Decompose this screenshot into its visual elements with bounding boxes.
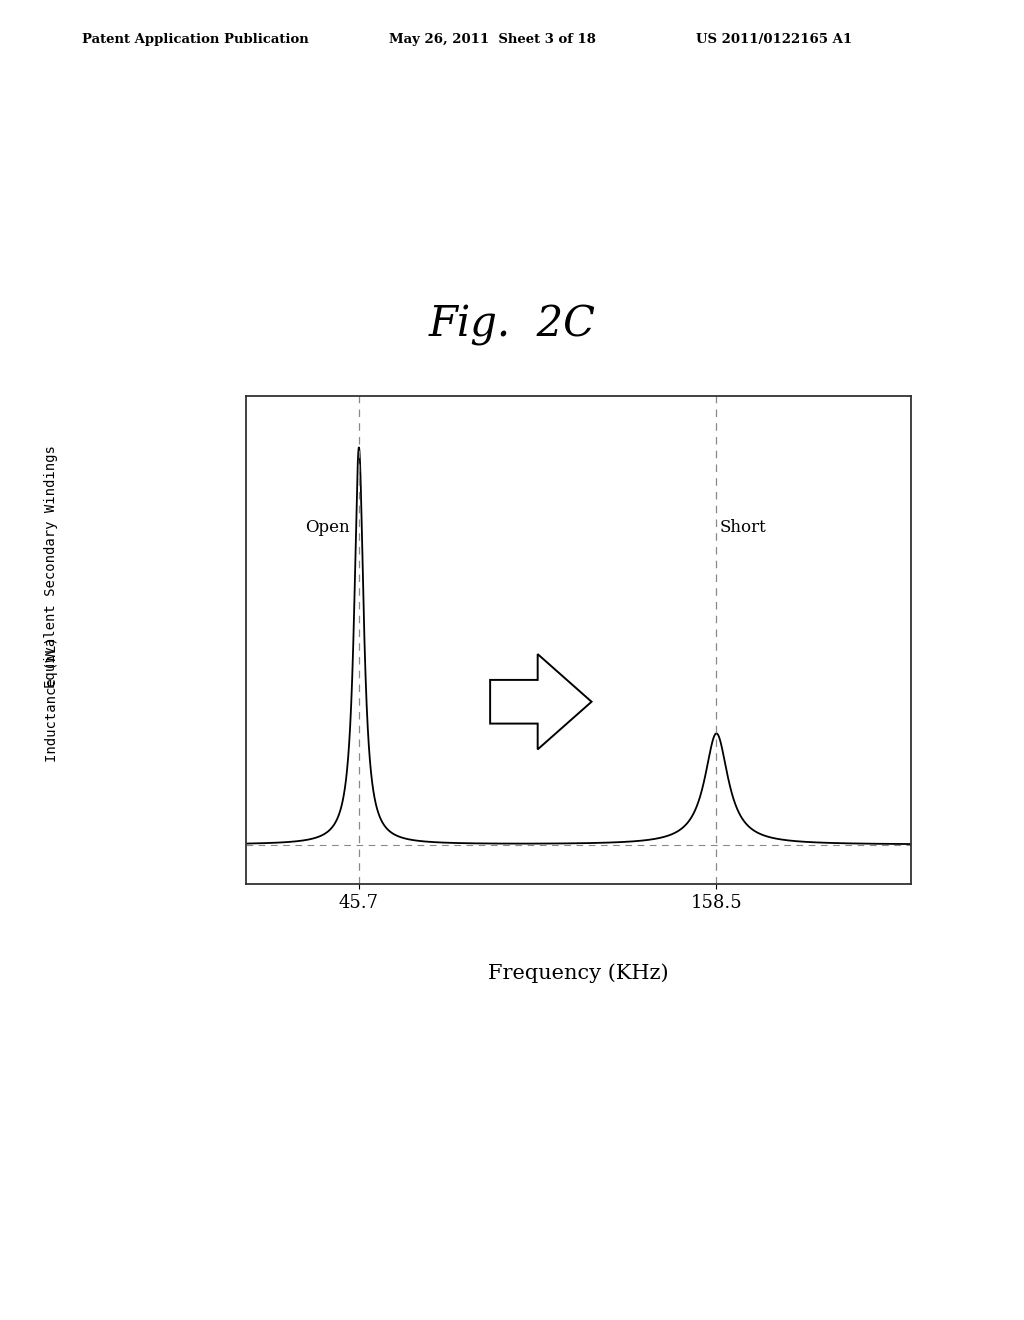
Text: May 26, 2011  Sheet 3 of 18: May 26, 2011 Sheet 3 of 18 — [389, 33, 596, 46]
Text: Frequency (KHz): Frequency (KHz) — [488, 964, 669, 983]
Text: Inductance (WL): Inductance (WL) — [44, 636, 58, 762]
Text: US 2011/0122165 A1: US 2011/0122165 A1 — [696, 33, 852, 46]
Text: Open: Open — [305, 519, 349, 536]
Polygon shape — [490, 655, 592, 750]
Text: Patent Application Publication: Patent Application Publication — [82, 33, 308, 46]
Text: Fig.  2C: Fig. 2C — [428, 304, 596, 346]
Text: Equivalent Secondary Windings: Equivalent Secondary Windings — [44, 446, 58, 688]
Text: Short: Short — [720, 519, 766, 536]
